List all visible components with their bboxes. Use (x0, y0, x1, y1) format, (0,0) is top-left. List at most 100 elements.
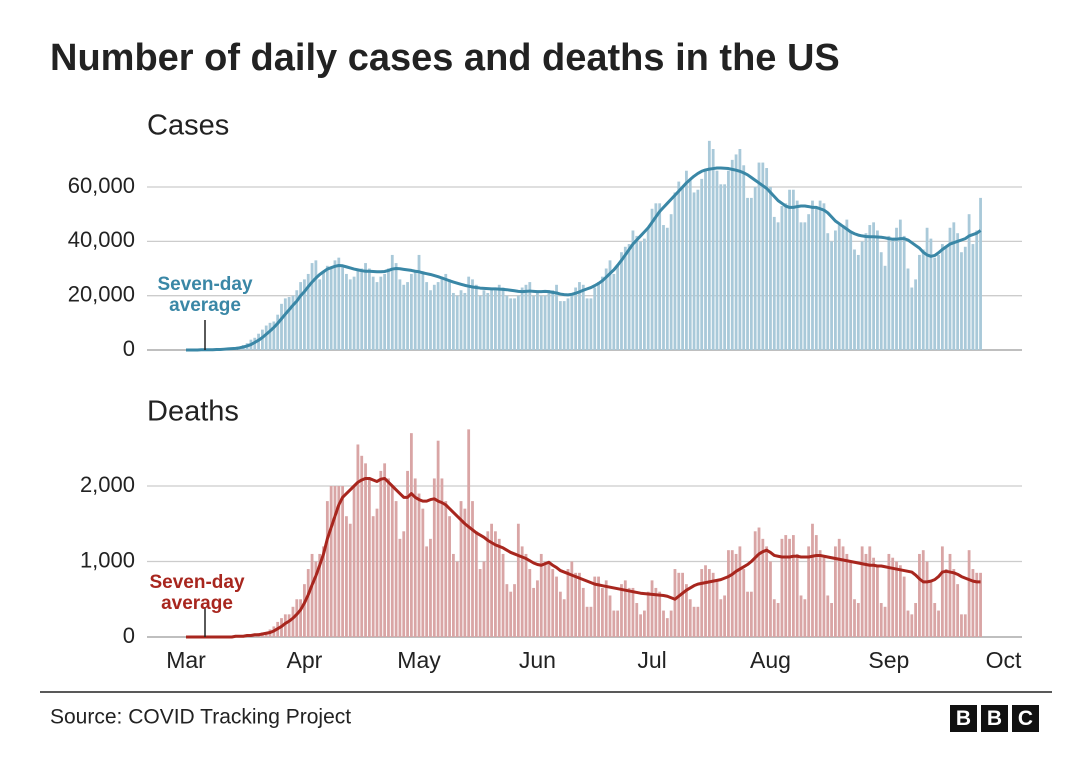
bar (776, 603, 780, 637)
chart-title: Number of daily cases and deaths in the … (50, 37, 840, 79)
bar (654, 203, 658, 350)
bar (490, 523, 493, 637)
bar (597, 576, 600, 637)
y-tick-label: 2,000 (80, 472, 135, 497)
bar (673, 569, 677, 637)
bar (681, 187, 684, 350)
x-tick-label: Oct (986, 647, 1022, 673)
bar (643, 610, 646, 637)
bar (448, 516, 451, 637)
bar (593, 576, 597, 637)
bar (379, 470, 383, 637)
bar (616, 610, 620, 637)
bar (551, 290, 555, 350)
source: Source: COVID Tracking Project (50, 706, 351, 729)
bar (673, 192, 677, 350)
bar (578, 282, 581, 350)
bar (463, 292, 467, 350)
bar (707, 569, 711, 637)
bar (975, 230, 979, 350)
bar (494, 531, 497, 637)
bar (669, 214, 673, 350)
bar (876, 230, 879, 350)
bar (853, 249, 856, 350)
bar (482, 561, 486, 637)
bar (463, 508, 467, 637)
bar (963, 614, 967, 637)
bar (654, 587, 658, 637)
x-tick-label: Mar (166, 647, 206, 673)
bar (528, 569, 532, 637)
bar (543, 295, 547, 350)
bar (933, 603, 937, 637)
bar (906, 268, 910, 350)
bar (639, 614, 642, 637)
bar (375, 508, 379, 637)
bar (524, 284, 528, 350)
bar (383, 273, 387, 350)
bar (730, 550, 734, 637)
bar (925, 227, 929, 350)
bar (570, 292, 574, 350)
bar (306, 273, 310, 350)
bar (409, 273, 413, 350)
bar (639, 241, 642, 350)
bar (310, 553, 314, 637)
bar (505, 584, 509, 637)
bar (757, 162, 761, 350)
bar (753, 531, 757, 637)
bar (933, 257, 937, 350)
bar (432, 284, 436, 350)
bar (681, 572, 684, 637)
logo-letter: B (956, 707, 971, 730)
bar (356, 444, 360, 637)
bar (261, 329, 264, 350)
bar (906, 610, 910, 637)
bar (413, 478, 417, 637)
bar (692, 606, 696, 637)
bar (658, 203, 662, 350)
bar (352, 486, 356, 637)
bar (765, 546, 769, 637)
bar (570, 561, 574, 637)
bar (643, 238, 646, 350)
bar (406, 282, 409, 350)
bar (589, 606, 593, 637)
bar (600, 276, 604, 350)
bar (891, 557, 895, 637)
bar (791, 189, 795, 350)
bar (872, 222, 875, 350)
x-tick-label: Jun (519, 647, 556, 673)
bar (494, 290, 497, 350)
bar (971, 569, 975, 637)
bar (398, 538, 402, 637)
bar (280, 303, 283, 350)
bar (513, 584, 516, 637)
bar (398, 279, 402, 350)
bar (417, 493, 421, 637)
bar (704, 565, 707, 637)
bar (268, 322, 272, 350)
bar (474, 284, 478, 350)
bar (841, 546, 845, 637)
x-tick-label: Aug (750, 647, 791, 673)
bar (887, 235, 891, 350)
bar (394, 263, 398, 350)
bar (650, 208, 654, 350)
bar (685, 584, 688, 637)
bar (883, 606, 887, 637)
y-tick-label: 1,000 (80, 547, 135, 572)
bar (536, 580, 539, 637)
bar (692, 192, 696, 350)
bar (818, 550, 822, 637)
y-tick-label: 0 (123, 336, 135, 361)
y-tick-label: 40,000 (68, 227, 135, 252)
bar (364, 263, 367, 350)
bar (669, 610, 673, 637)
bar (650, 580, 654, 637)
bar (830, 241, 833, 350)
bar (578, 572, 581, 637)
bar (478, 569, 482, 637)
bar (383, 463, 387, 637)
bar (925, 561, 929, 637)
